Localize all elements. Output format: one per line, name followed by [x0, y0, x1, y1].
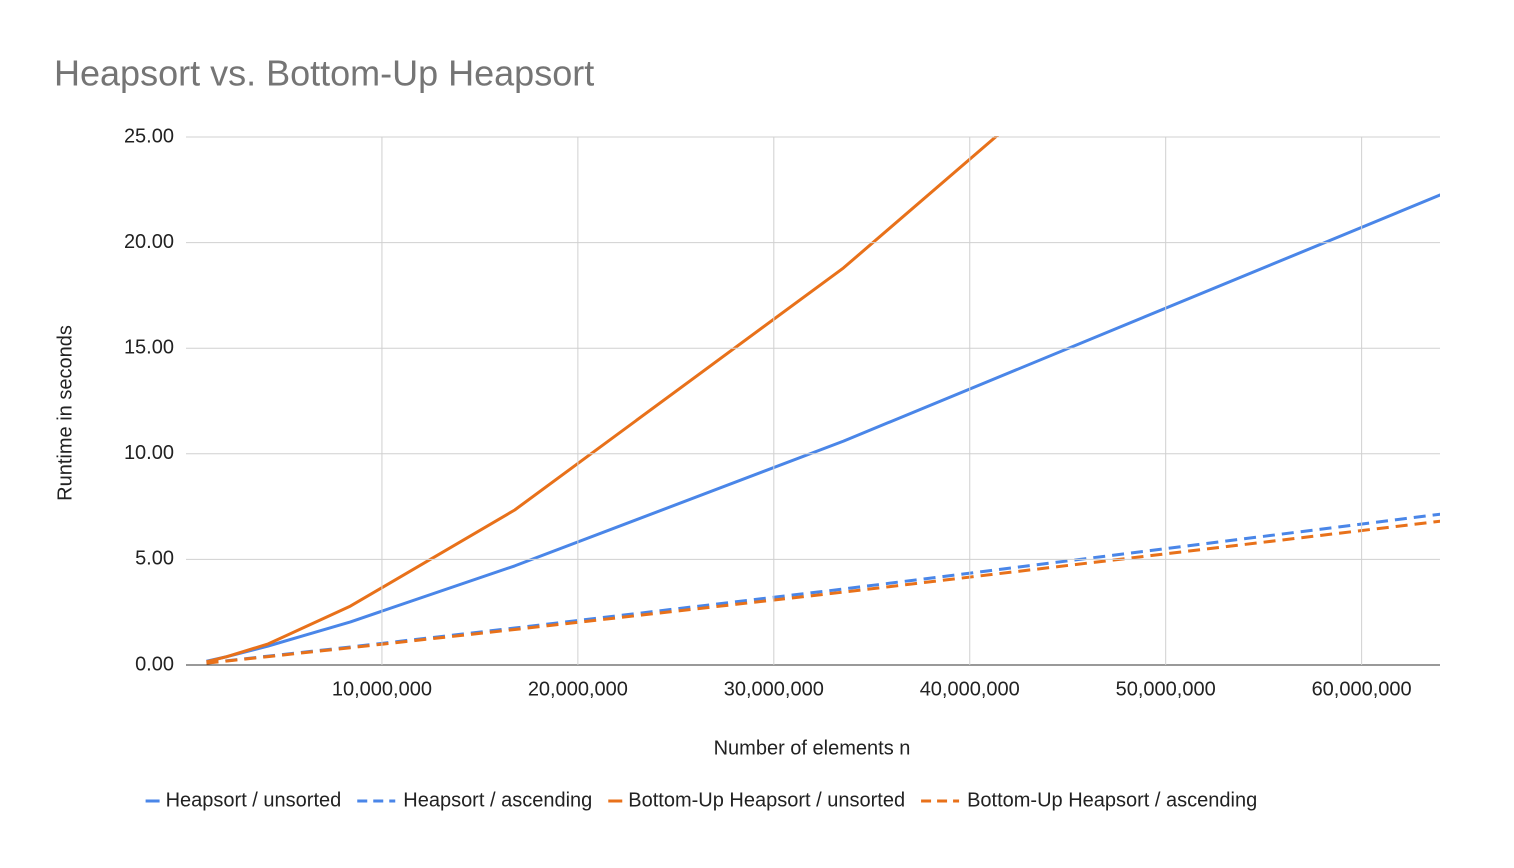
chart-title: Heapsort vs. Bottom-Up Heapsort — [54, 53, 594, 94]
data-line — [206, 512, 1440, 665]
legend-label: Bottom-Up Heapsort / unsorted — [628, 789, 905, 811]
y-tick-label: 25.00 — [124, 125, 174, 147]
data-line — [206, 136, 999, 664]
legend-label: Heapsort / unsorted — [166, 789, 342, 811]
y-tick-label: 20.00 — [124, 231, 174, 253]
x-tick-label: 40,000,000 — [920, 678, 1020, 700]
x-tick-label: 30,000,000 — [724, 678, 824, 700]
x-tick-label: 50,000,000 — [1116, 678, 1216, 700]
x-tick-label: 20,000,000 — [528, 678, 628, 700]
legend-label: Heapsort / ascending — [403, 789, 592, 811]
y-tick-label: 0.00 — [135, 653, 174, 675]
x-axis-label: Number of elements n — [714, 737, 911, 759]
y-tick-label: 5.00 — [135, 548, 174, 570]
legend-label: Bottom-Up Heapsort / ascending — [967, 789, 1257, 811]
plot-area — [206, 136, 1440, 665]
y-axis-label: Runtime in seconds — [54, 325, 76, 501]
x-tick-label: 60,000,000 — [1312, 678, 1412, 700]
y-tick-label: 10.00 — [124, 442, 174, 464]
data-line — [206, 519, 1440, 665]
x-tick-label: 10,000,000 — [332, 678, 432, 700]
y-tick-label: 15.00 — [124, 336, 174, 358]
